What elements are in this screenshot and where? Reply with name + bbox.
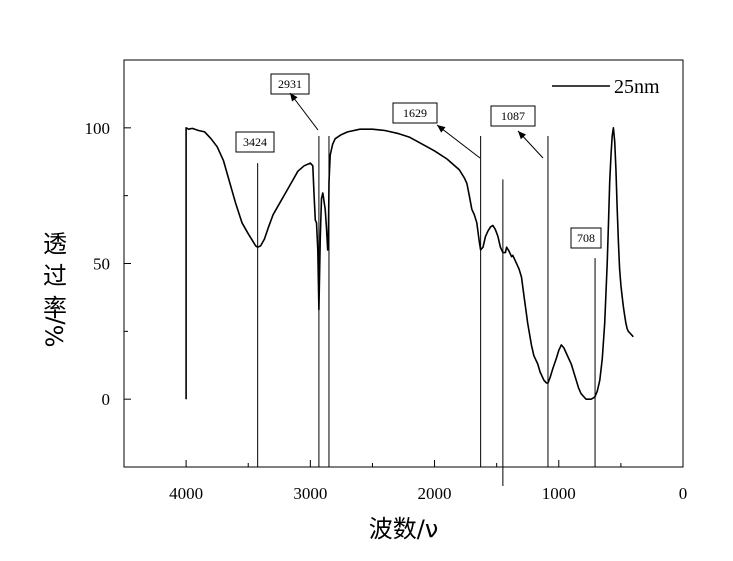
annotation-box [570,227,602,249]
series-layer [185,127,634,401]
annotation-label: 2931 [278,77,302,91]
x-tick-label: 3000 [293,484,327,503]
y-axis-title-char: 透 [43,230,67,258]
legend: 25nm [552,76,660,98]
y-tick-label: 0 [102,390,111,409]
legend-label-25nm: 25nm [614,76,660,98]
annotation-2931: 2931 [270,73,319,131]
y-tick-label: 100 [85,119,111,138]
annotation-label: 1087 [501,109,525,123]
series-line-0 [185,127,634,401]
annotation-arrow [436,124,481,159]
annotation-label: 3424 [243,135,267,149]
y-axis-title-unit: %/ [41,316,69,348]
annotation-1087: 1087 [490,105,544,159]
arrow-head [437,125,446,133]
annotation-1629: 1629 [392,102,481,159]
annotation-label: 1629 [403,106,427,120]
x-tick-label: 2000 [418,484,452,503]
y-axis: 0 50 100 [85,59,131,468]
annotation-box [270,73,310,95]
peak-annotations: 3424 2931 1629 1087 708 [235,73,602,249]
x-axis-title: 波数/ν [369,515,439,543]
annotation-3424: 3424 [235,131,275,153]
x-tick-label: 0 [679,484,688,503]
x-tick-label: 4000 [169,484,203,503]
y-axis-title-char: 率 [43,294,67,322]
arrow-head [518,131,527,140]
annotation-label: 708 [577,231,595,245]
arrow-head [290,93,298,102]
y-axis-title: 透过率%/ [41,230,69,347]
y-axis-title-char: 过 [43,262,67,290]
annotation-708: 708 [570,227,602,249]
y-tick-label: 50 [93,255,110,274]
x-tick-label: 1000 [542,484,576,503]
x-axis: 4000 3000 2000 1000 0 [123,460,688,503]
annotation-box [235,131,275,153]
annotation-box [490,105,536,127]
annotation-box [392,102,438,124]
